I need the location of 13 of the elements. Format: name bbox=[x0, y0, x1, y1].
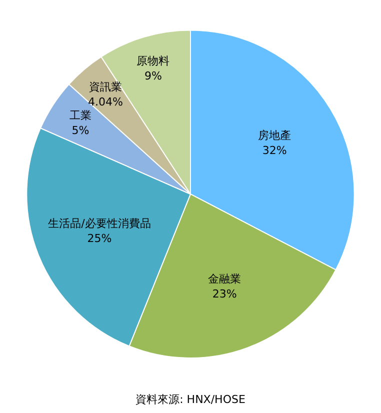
data-label: 5% bbox=[72, 124, 90, 137]
data-label: 4.04% bbox=[88, 95, 123, 108]
slice-label: 資訊業 bbox=[88, 80, 122, 94]
slice-label: 房地產 bbox=[258, 129, 292, 142]
data-label: 25% bbox=[87, 232, 112, 246]
slice-label: 金融業 bbox=[208, 272, 242, 286]
source-note: 資料來源: HNX/HOSE bbox=[136, 393, 246, 406]
slice-label: 原物料 bbox=[136, 54, 170, 68]
slice-label: 工業 bbox=[70, 108, 92, 122]
slice-label: 生活品/必要性消費品 bbox=[48, 217, 151, 230]
data-label: 23% bbox=[212, 287, 237, 300]
data-label: 32% bbox=[262, 144, 287, 158]
data-label: 9% bbox=[144, 69, 162, 82]
